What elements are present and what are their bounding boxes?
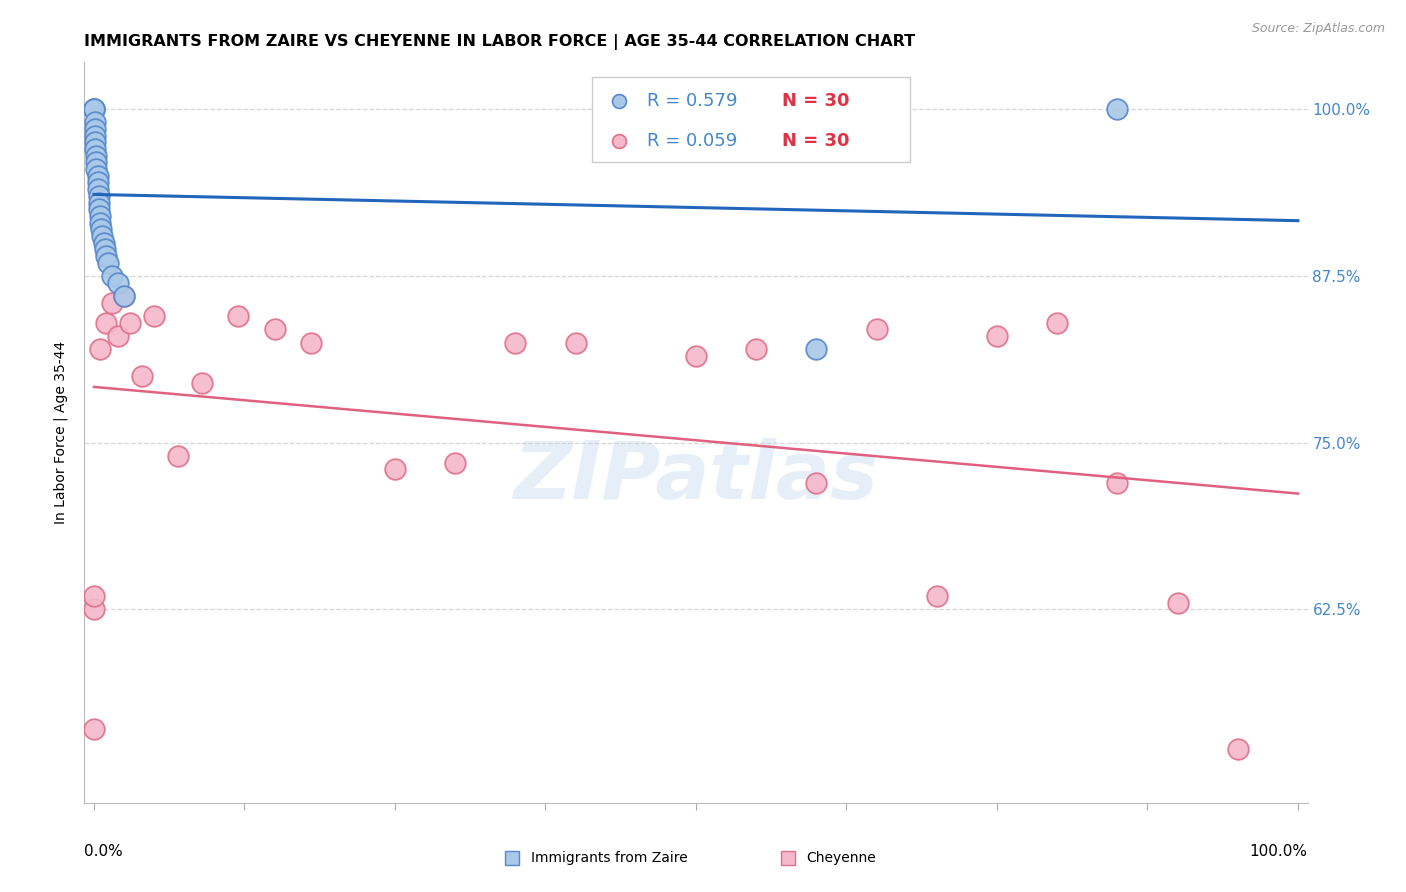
Point (94, 316, 117, 330)
Point (87, 195, 110, 210)
Point (1167, 596, 1189, 610)
Point (228, 309, 250, 323)
Point (112, 289, 135, 303)
Point (87, 189, 110, 203)
Point (83, 102, 105, 116)
Text: 0.0%: 0.0% (84, 844, 124, 858)
FancyBboxPatch shape (592, 78, 910, 162)
Point (1107, 475, 1129, 490)
Text: ZIPatlas: ZIPatlas (513, 438, 879, 516)
Point (564, 335, 586, 350)
Point (107, 329, 129, 343)
Point (806, 343, 828, 357)
Point (83, 102, 105, 116)
Point (865, 322, 887, 336)
Point (86, 169, 108, 183)
Text: Source: ZipAtlas.com: Source: ZipAtlas.com (1251, 22, 1385, 36)
Point (89, 343, 111, 357)
Text: R = 0.059: R = 0.059 (647, 132, 737, 150)
Point (84, 142, 107, 156)
Point (86, 149, 108, 163)
Point (83, 102, 105, 116)
Point (107, 276, 129, 290)
Point (84, 136, 107, 150)
Point (131, 368, 153, 383)
Point (143, 309, 166, 323)
Point (806, 475, 828, 490)
Point (86, 155, 108, 169)
Point (89, 209, 111, 223)
Point (191, 376, 214, 390)
Point (925, 589, 948, 603)
Point (86, 182, 108, 196)
Point (101, 268, 124, 283)
Point (83, 602, 105, 616)
Point (112, 289, 135, 303)
Text: N = 30: N = 30 (782, 92, 849, 110)
Point (83, 589, 105, 603)
Point (91, 228, 114, 243)
Text: R = 0.579: R = 0.579 (647, 92, 738, 110)
Point (94, 249, 117, 263)
Point (90, 222, 112, 236)
Text: IMMIGRANTS FROM ZAIRE VS CHEYENNE IN LABOR FORCE | AGE 35-44 CORRELATION CHART: IMMIGRANTS FROM ZAIRE VS CHEYENNE IN LAB… (84, 34, 915, 50)
Point (84, 115, 107, 129)
Point (384, 462, 406, 476)
Y-axis label: In Labor Force | Age 35-44: In Labor Force | Age 35-44 (53, 341, 69, 524)
Point (1107, 102, 1129, 116)
Point (299, 335, 322, 350)
Text: Immigrants from Zaire: Immigrants from Zaire (531, 851, 688, 865)
Point (1046, 316, 1069, 330)
Point (745, 343, 768, 357)
Point (263, 322, 285, 336)
Point (83, 723, 105, 737)
Point (84, 128, 107, 143)
Point (101, 295, 124, 310)
Point (444, 456, 467, 470)
Point (86, 176, 108, 190)
Point (167, 449, 190, 463)
Point (120, 316, 142, 330)
Point (86, 162, 108, 177)
Text: N = 30: N = 30 (782, 132, 849, 150)
Point (1226, 742, 1249, 756)
Point (986, 329, 1008, 343)
Point (505, 335, 527, 350)
Point (94, 242, 117, 256)
Point (89, 215, 111, 229)
Point (87, 202, 110, 217)
Text: Cheyenne: Cheyenne (806, 851, 876, 865)
Point (97, 255, 120, 269)
Text: 100.0%: 100.0% (1250, 844, 1308, 858)
Point (685, 349, 707, 363)
Point (84, 122, 107, 136)
Point (93, 235, 115, 250)
